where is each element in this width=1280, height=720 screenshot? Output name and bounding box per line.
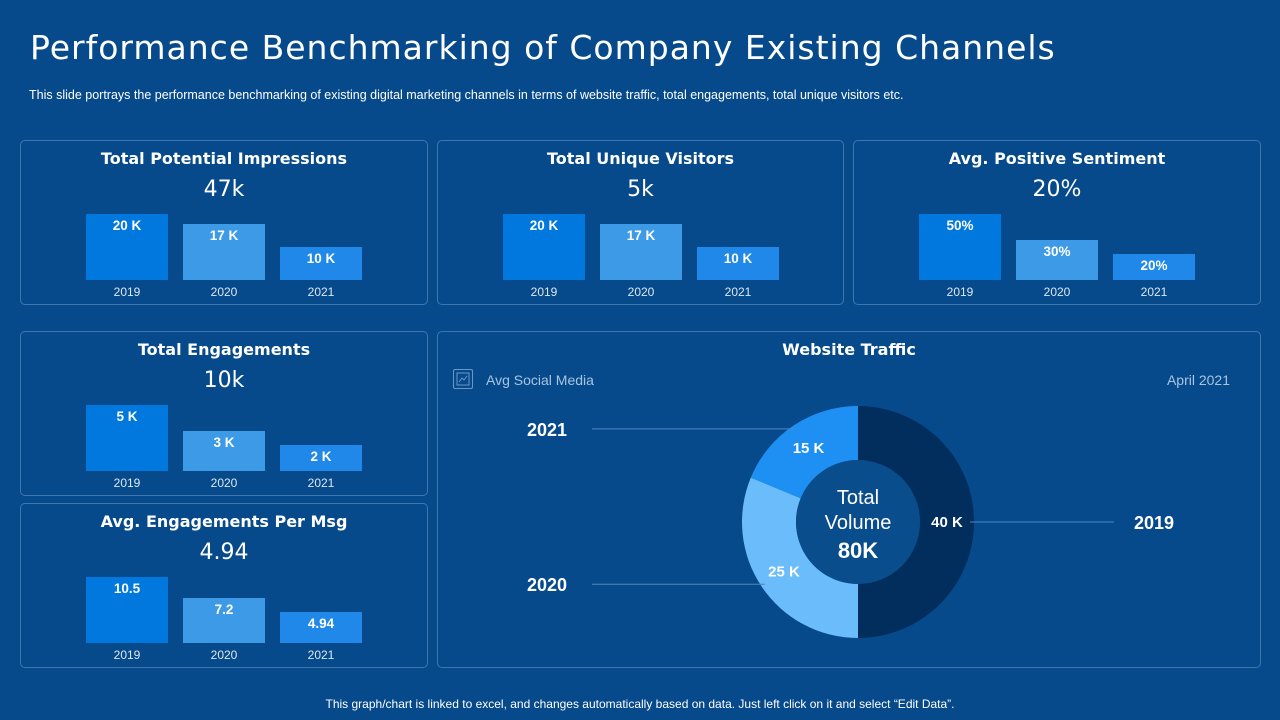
positive-sentiment-value: 20%	[1032, 177, 1082, 202]
engagements-bar-2019: 5 K	[86, 405, 168, 471]
impressions-bar-label-2020: 17 K	[209, 228, 239, 243]
positive-sentiment-bar-label-2021: 20%	[1140, 258, 1168, 273]
engagements-year-2019: 2019	[113, 476, 141, 490]
unique-visitors-panel: Total Unique Visitors 5k 20 K 2019 17 K 202…	[437, 140, 844, 305]
donut-slice-label-2021: 15 K	[793, 440, 825, 457]
donut-slice-2020	[742, 477, 858, 638]
impressions-bar-label-2019: 20 K	[112, 218, 142, 233]
engagements-bar-label-2021: 2 K	[310, 449, 332, 464]
donut-slice-label-2019: 40 K	[931, 514, 963, 531]
donut-slice-label-2020: 25 K	[768, 563, 800, 580]
engagements-per-msg-bar-label-2020: 7.2	[214, 602, 234, 617]
impressions-year-2021: 2021	[307, 285, 335, 299]
engagements-per-msg-year-2020: 2020	[210, 648, 238, 662]
impressions-year-2019: 2019	[113, 285, 141, 299]
page-title: Performance Benchmarking of Company Exis…	[30, 28, 1056, 67]
engagements-per-msg-title: Avg. Engagements Per Msg	[100, 512, 348, 531]
impressions-title: Total Potential Impressions	[100, 149, 348, 168]
donut-year-label-2020: 2020	[527, 575, 567, 595]
donut-slice-2021	[750, 406, 858, 499]
donut-center-value: 80K	[838, 538, 878, 563]
engagements-per-msg-year-2021: 2021	[307, 648, 335, 662]
positive-sentiment-bar-2019: 50%	[919, 214, 1001, 280]
chart-date: April 2021	[1166, 372, 1230, 388]
impressions-bar-label-2021: 10 K	[306, 251, 336, 266]
donut-year-label-2019: 2019	[1134, 513, 1174, 533]
positive-sentiment-panel: Avg. Positive Sentiment 20% 50% 2019 30% 20…	[853, 140, 1261, 305]
engagements-year-2020: 2020	[210, 476, 238, 490]
engagements-per-msg-bar-2019: 10.5	[86, 577, 168, 643]
page-subtitle: This slide portrays the performance benc…	[29, 88, 904, 102]
engagements-per-msg-panel: Avg. Engagements Per Msg 4.94 10.5 2019 7.…	[20, 503, 428, 668]
footer-note: This graph/chart is linked to excel, and…	[325, 697, 955, 711]
positive-sentiment-year-2020: 2020	[1043, 285, 1071, 299]
chart-icon	[453, 369, 473, 389]
engagements-value: 10k	[203, 368, 245, 393]
unique-visitors-title: Total Unique Visitors	[546, 149, 735, 168]
unique-visitors-year-2021: 2021	[724, 285, 752, 299]
engagements-per-msg-bar-2021: 4.94	[280, 612, 362, 643]
impressions-bar-2020: 17 K	[183, 224, 265, 280]
engagements-bar-2021: 2 K	[280, 445, 362, 471]
unique-visitors-year-2019: 2019	[530, 285, 558, 299]
engagements-per-msg-bar-label-2021: 4.94	[307, 616, 335, 631]
donut-center-label-line2: Volume	[825, 512, 892, 534]
unique-visitors-value: 5k	[627, 177, 654, 202]
unique-visitors-year-2020: 2020	[627, 285, 655, 299]
positive-sentiment-bar-2020: 30%	[1016, 240, 1098, 280]
engagements-per-msg-bar-2020: 7.2	[183, 598, 265, 643]
engagements-bar-2020: 3 K	[183, 431, 265, 471]
positive-sentiment-year-2021: 2021	[1140, 285, 1168, 299]
unique-visitors-bar-label-2021: 10 K	[723, 251, 753, 266]
positive-sentiment-title: Avg. Positive Sentiment	[948, 149, 1166, 168]
positive-sentiment-year-2019: 2019	[946, 285, 974, 299]
donut-center-label-line1: Total	[837, 487, 879, 509]
donut-year-label-2021: 2021	[527, 420, 567, 440]
donut-slice-2019	[858, 406, 974, 638]
positive-sentiment-bar-label-2020: 30%	[1043, 244, 1071, 259]
unique-visitors-bar-label-2020: 17 K	[626, 228, 656, 243]
unique-visitors-bar-2020: 17 K	[600, 224, 682, 280]
positive-sentiment-bar-label-2019: 50%	[946, 218, 974, 233]
website-traffic-panel: Website Traffic Avg Social Media April 2…	[437, 331, 1261, 668]
engagements-per-msg-bar-label-2019: 10.5	[113, 581, 141, 596]
impressions-value: 47k	[203, 177, 245, 202]
impressions-bar-2019: 20 K	[86, 214, 168, 280]
donut-chart: Total Volume 80K 40 K 25 K 15 K 2019 2020 202…	[527, 406, 1174, 638]
engagements-panel: Total Engagements 10k 5 K 2019 3 K 2020 2 K 2…	[20, 331, 428, 496]
unique-visitors-bar-label-2019: 20 K	[529, 218, 559, 233]
positive-sentiment-bar-2021: 20%	[1113, 254, 1195, 280]
engagements-bar-label-2020: 3 K	[213, 435, 235, 450]
engagements-per-msg-value: 4.94	[199, 540, 249, 565]
unique-visitors-bar-2019: 20 K	[503, 214, 585, 280]
engagements-per-msg-year-2019: 2019	[113, 648, 141, 662]
engagements-title: Total Engagements	[137, 340, 311, 359]
engagements-bar-label-2019: 5 K	[116, 409, 138, 424]
engagements-year-2021: 2021	[307, 476, 335, 490]
impressions-panel: Total Potential Impressions 47k 20 K 2019…	[20, 140, 428, 305]
impressions-year-2020: 2020	[210, 285, 238, 299]
unique-visitors-bar-2021: 10 K	[697, 247, 779, 280]
donut-center	[796, 460, 920, 584]
website-traffic-title: Website Traffic	[782, 340, 916, 359]
legend-label: Avg Social Media	[486, 372, 594, 388]
impressions-bar-2021: 10 K	[280, 247, 362, 280]
